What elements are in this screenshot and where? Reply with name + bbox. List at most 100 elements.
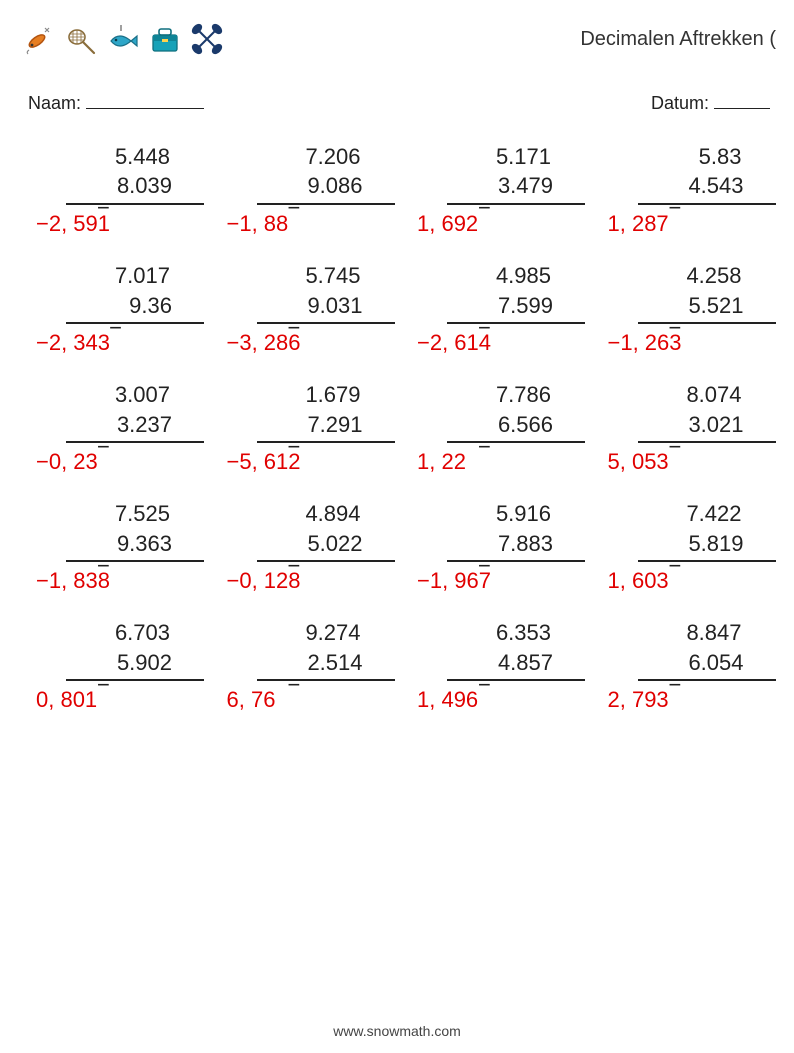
subtrahend: 8.039 xyxy=(117,173,172,198)
footer-url: www.snowmath.com xyxy=(333,1023,461,1039)
answer: −2, 614 xyxy=(403,324,583,358)
subtrahend: 5.902 xyxy=(117,650,172,675)
minuend: 7.786 xyxy=(403,380,583,410)
subtrahend-row: 9.086 xyxy=(257,171,395,205)
subtrahend-row: 7.599 xyxy=(447,291,585,325)
problem: 7.7866.566 1, 22 xyxy=(403,380,583,477)
date-blank[interactable] xyxy=(714,88,770,109)
header-icons xyxy=(22,22,224,56)
answer: 6, 76 xyxy=(213,681,393,715)
subtrahend: 2.514 xyxy=(307,650,362,675)
problem: 5.4488.039 −2, 591 xyxy=(22,142,202,239)
minuend: 3.007 xyxy=(22,380,202,410)
subtrahend: 6.566 xyxy=(498,412,553,437)
subtrahend: 4.857 xyxy=(498,650,553,675)
problem-grid: 5.4488.039−2, 5917.2069.086−1, 885.1713.… xyxy=(22,142,776,715)
problem: 7.4225.819 1, 603 xyxy=(594,499,774,596)
subtrahend-row: 3.021 xyxy=(638,410,776,444)
problem: 3.0073.237 −0, 23 xyxy=(22,380,202,477)
problem: 5.9167.883−1, 967 xyxy=(403,499,583,596)
subtrahend: 4.543 xyxy=(688,173,743,198)
minuend: 7.422 xyxy=(594,499,774,529)
worksheet-title: Decimalen Aftrekken ( xyxy=(580,28,776,51)
date-label: Datum: xyxy=(651,93,709,113)
answer: 1, 496 xyxy=(403,681,583,715)
problem: 9.2742.514 6, 76 xyxy=(213,618,393,715)
problem: 5.7459.031 −3, 286 xyxy=(213,261,393,358)
paddles-icon xyxy=(190,22,224,56)
answer: −1, 967 xyxy=(403,562,583,596)
subtrahend-row: 9.36 xyxy=(66,291,204,325)
problem: 6.7035.902 0, 801 xyxy=(22,618,202,715)
problem: 4.9857.599 −2, 614 xyxy=(403,261,583,358)
fish-icon xyxy=(106,22,140,56)
minuend: 6.353 xyxy=(403,618,583,648)
subtrahend-row: 6.054 xyxy=(638,648,776,682)
minuend: 7.206 xyxy=(213,142,393,172)
name-field: Naam: xyxy=(28,88,204,114)
answer: −1, 263 xyxy=(594,324,774,358)
subtrahend: 6.054 xyxy=(688,650,743,675)
subtrahend-row: 5.902 xyxy=(66,648,204,682)
answer: −3, 286 xyxy=(213,324,393,358)
subtrahend-row: 4.857 xyxy=(447,648,585,682)
subtrahend: 9.36 xyxy=(129,293,172,318)
minuend: 9.274 xyxy=(213,618,393,648)
answer: −1, 88 xyxy=(213,205,393,239)
subtrahend: 9.363 xyxy=(117,531,172,556)
subtrahend-row: 5.819 xyxy=(638,529,776,563)
answer: 1, 22 xyxy=(403,443,583,477)
name-label: Naam: xyxy=(28,93,81,113)
header-row: Decimalen Aftrekken ( xyxy=(22,22,776,56)
minuend: 5.83 xyxy=(594,142,774,172)
answer: −0, 128 xyxy=(213,562,393,596)
answer: 1, 603 xyxy=(594,562,774,596)
answer: −5, 612 xyxy=(213,443,393,477)
subtrahend: 7.599 xyxy=(498,293,553,318)
subtrahend: 3.021 xyxy=(688,412,743,437)
subtrahend-row: 5.022 xyxy=(257,529,395,563)
answer: −2, 591 xyxy=(22,205,202,239)
subtrahend-row: 4.543 xyxy=(638,171,776,205)
answer: 5, 053 xyxy=(594,443,774,477)
subtrahend-row: 9.363 xyxy=(66,529,204,563)
minuend: 4.985 xyxy=(403,261,583,291)
problem: 8.8476.0542, 793 xyxy=(594,618,774,715)
problem: 4.2585.521 −1, 263 xyxy=(594,261,774,358)
minuend: 5.745 xyxy=(213,261,393,291)
tackle-box-icon xyxy=(148,22,182,56)
net-icon xyxy=(64,22,98,56)
minuend: 8.847 xyxy=(594,618,774,648)
subtrahend-row: 2.514 xyxy=(257,648,395,682)
subtrahend-row: 7.883 xyxy=(447,529,585,563)
problem: 5.834.5431, 287 xyxy=(594,142,774,239)
problem: 5.1713.4791, 692 xyxy=(403,142,583,239)
minuend: 4.894 xyxy=(213,499,393,529)
minuend: 6.703 xyxy=(22,618,202,648)
minuend: 7.525 xyxy=(22,499,202,529)
subtrahend: 5.521 xyxy=(688,293,743,318)
problem: 8.0743.0215, 053 xyxy=(594,380,774,477)
minuend: 7.017 xyxy=(22,261,202,291)
meta-row: Naam: Datum: xyxy=(22,88,776,114)
lure-icon xyxy=(22,22,56,56)
subtrahend-row: 3.237 xyxy=(66,410,204,444)
problem: 4.8945.022−0, 128 xyxy=(213,499,393,596)
subtrahend: 9.031 xyxy=(307,293,362,318)
answer: 0, 801 xyxy=(22,681,202,715)
worksheet-page: Decimalen Aftrekken ( Naam: Datum: 5.448… xyxy=(0,0,794,1053)
minuend: 5.448 xyxy=(22,142,202,172)
problem: 7.2069.086−1, 88 xyxy=(213,142,393,239)
subtrahend: 7.883 xyxy=(498,531,553,556)
subtrahend: 5.819 xyxy=(688,531,743,556)
answer: −1, 838 xyxy=(22,562,202,596)
minuend: 4.258 xyxy=(594,261,774,291)
name-blank[interactable] xyxy=(86,88,204,109)
date-field: Datum: xyxy=(651,88,770,114)
footer: www.snowmath.com xyxy=(0,1023,794,1039)
subtrahend-row: 8.039 xyxy=(66,171,204,205)
problem: 7.0179.36−2, 343 xyxy=(22,261,202,358)
subtrahend: 3.479 xyxy=(498,173,553,198)
subtrahend: 3.237 xyxy=(117,412,172,437)
answer: −0, 23 xyxy=(22,443,202,477)
